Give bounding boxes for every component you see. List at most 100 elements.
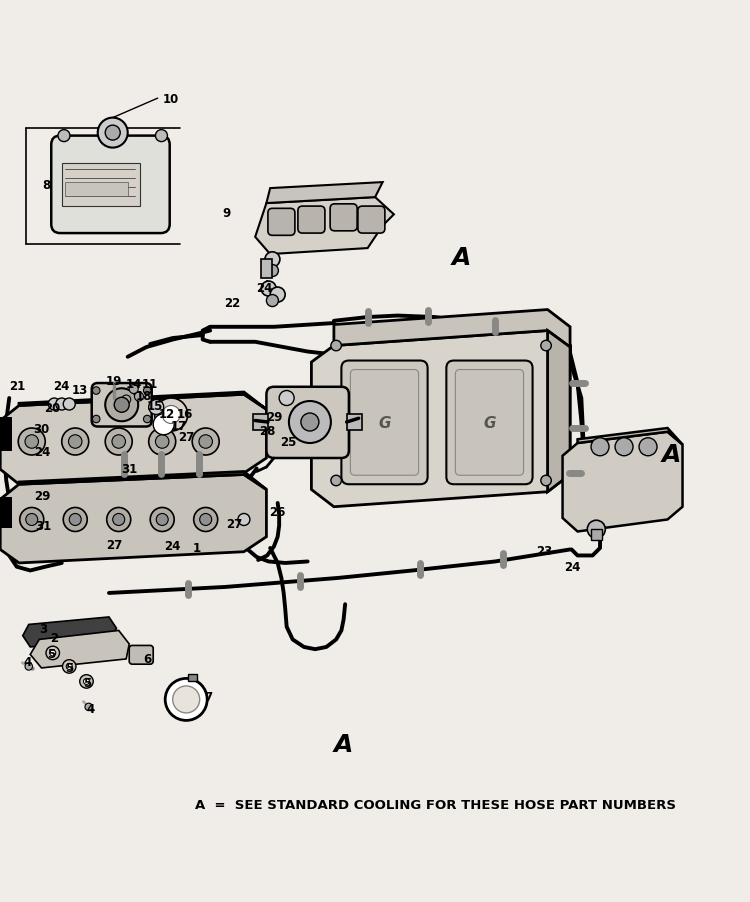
Polygon shape: [334, 310, 570, 347]
Text: 27: 27: [178, 430, 194, 443]
Text: 24: 24: [53, 380, 70, 392]
Circle shape: [66, 664, 72, 669]
Circle shape: [58, 131, 70, 143]
Text: 12: 12: [158, 408, 175, 421]
Text: 1: 1: [193, 542, 201, 555]
Polygon shape: [22, 617, 116, 648]
Polygon shape: [0, 395, 266, 484]
Circle shape: [48, 399, 60, 410]
Bar: [0, 497, 11, 529]
Circle shape: [148, 400, 164, 415]
Text: 14: 14: [125, 377, 142, 390]
FancyBboxPatch shape: [268, 209, 295, 236]
Circle shape: [541, 341, 551, 352]
Text: 3: 3: [40, 622, 48, 636]
Text: 4: 4: [86, 702, 94, 715]
Text: 31: 31: [121, 463, 137, 475]
Circle shape: [156, 514, 168, 526]
Text: A: A: [452, 245, 471, 270]
Text: 15: 15: [146, 400, 163, 412]
Circle shape: [134, 392, 143, 401]
Text: A  =  SEE STANDARD COOLING FOR THESE HOSE PART NUMBERS: A = SEE STANDARD COOLING FOR THESE HOSE …: [194, 798, 676, 811]
Text: A: A: [334, 732, 353, 757]
Circle shape: [69, 514, 81, 526]
Circle shape: [265, 253, 280, 268]
Circle shape: [261, 281, 276, 297]
Circle shape: [331, 475, 341, 486]
Text: 21: 21: [9, 380, 25, 392]
Circle shape: [50, 650, 55, 656]
Circle shape: [270, 288, 285, 303]
Circle shape: [105, 126, 120, 141]
Text: 24: 24: [564, 560, 580, 574]
Circle shape: [192, 428, 219, 456]
Circle shape: [172, 686, 200, 713]
Circle shape: [541, 475, 551, 486]
Circle shape: [63, 399, 75, 410]
Polygon shape: [0, 475, 266, 564]
Text: 18: 18: [136, 389, 152, 402]
Text: 4: 4: [23, 656, 32, 668]
Text: G: G: [378, 416, 391, 430]
Bar: [64, 183, 128, 197]
Circle shape: [112, 436, 125, 449]
Bar: [591, 529, 602, 541]
Text: 23: 23: [536, 544, 553, 557]
FancyBboxPatch shape: [330, 205, 357, 232]
Text: 30: 30: [33, 423, 50, 436]
Bar: [0, 418, 11, 451]
Text: 9: 9: [223, 207, 231, 220]
Text: 29: 29: [34, 490, 50, 502]
Circle shape: [289, 401, 331, 444]
Circle shape: [25, 436, 38, 449]
Bar: [253, 414, 268, 431]
Circle shape: [129, 385, 138, 394]
Polygon shape: [266, 183, 382, 204]
FancyBboxPatch shape: [350, 370, 418, 475]
Circle shape: [162, 406, 180, 424]
Bar: [346, 414, 362, 431]
Circle shape: [105, 389, 138, 422]
FancyBboxPatch shape: [341, 361, 427, 484]
Text: 11: 11: [142, 377, 158, 390]
Text: 29: 29: [266, 410, 282, 424]
Text: 31: 31: [35, 520, 52, 532]
Text: 16: 16: [176, 408, 193, 421]
Circle shape: [301, 413, 319, 431]
Circle shape: [194, 508, 217, 532]
Text: 13: 13: [71, 384, 88, 397]
Circle shape: [155, 131, 167, 143]
Text: 10: 10: [163, 93, 179, 106]
Text: 27: 27: [226, 518, 242, 531]
Circle shape: [266, 295, 278, 308]
Circle shape: [62, 660, 76, 674]
Polygon shape: [562, 432, 682, 532]
Circle shape: [165, 678, 207, 721]
FancyBboxPatch shape: [129, 646, 153, 665]
Circle shape: [20, 508, 44, 532]
Circle shape: [26, 514, 38, 526]
FancyBboxPatch shape: [266, 387, 349, 458]
Bar: [62, 163, 140, 207]
Circle shape: [200, 514, 211, 526]
Circle shape: [279, 391, 294, 406]
Text: 5: 5: [65, 662, 74, 675]
Circle shape: [25, 663, 32, 670]
Circle shape: [199, 436, 212, 449]
Circle shape: [615, 438, 633, 456]
Bar: [261, 260, 272, 279]
Text: 27: 27: [106, 538, 122, 551]
Text: 22: 22: [224, 297, 241, 310]
Polygon shape: [19, 392, 266, 410]
FancyBboxPatch shape: [298, 207, 325, 234]
Text: G: G: [483, 416, 496, 430]
Circle shape: [92, 387, 100, 395]
Text: 20: 20: [44, 401, 61, 414]
Circle shape: [85, 704, 92, 711]
FancyBboxPatch shape: [51, 136, 170, 234]
Text: 7: 7: [205, 690, 213, 704]
Polygon shape: [255, 198, 394, 254]
FancyBboxPatch shape: [358, 207, 385, 234]
Circle shape: [46, 647, 59, 660]
Polygon shape: [578, 428, 682, 445]
